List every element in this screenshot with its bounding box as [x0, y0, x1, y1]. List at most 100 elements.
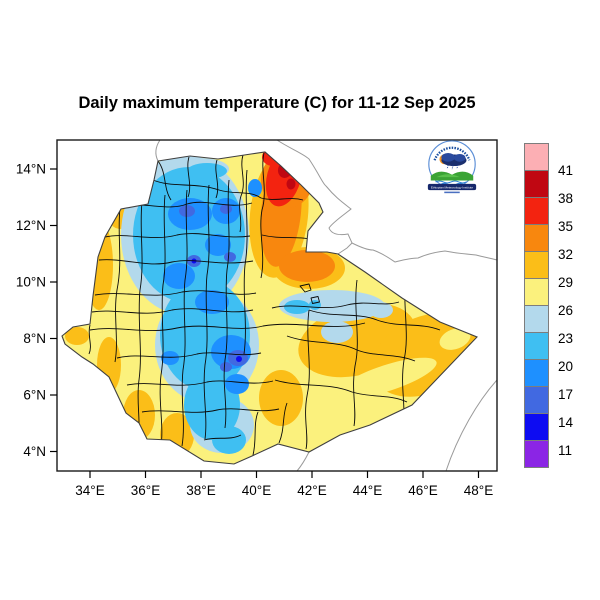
zone-boundary-line: [98, 259, 254, 265]
zone-boundary-line: [116, 352, 262, 359]
legend-tick-label: 14: [558, 415, 574, 430]
zone-boundary-line: [252, 411, 259, 456]
legend-tick-label: 38: [558, 191, 574, 206]
temperature-map-canvas: 34°E 36°E 38°E 40°E 42°E 44°E 46°E 48°E 14°N 12°N…: [16, 139, 498, 498]
temperature-blob: [286, 178, 296, 190]
x-axis-tick-label: 44°E: [353, 483, 382, 498]
temperature-blob: [259, 370, 303, 426]
zone-boundary-line: [137, 201, 143, 435]
legend-tick-label: 11: [558, 443, 573, 458]
page-title: Daily maximum temperature (C) for 11-12 …: [78, 94, 476, 112]
zone-boundary-line: [126, 380, 274, 386]
zone-boundary-line: [203, 184, 210, 440]
zone-boundary-line: [305, 309, 310, 450]
zone-boundary-line: [278, 402, 288, 444]
legend-swatch: [524, 170, 549, 198]
temperature-blob: [179, 205, 195, 217]
y-axis-tick-label: 6°N: [23, 388, 46, 403]
legend-tick-label: 17: [558, 387, 574, 402]
zone-boundary-line: [260, 152, 265, 279]
country-border-line: [445, 379, 498, 472]
zone-boundary-line: [271, 301, 400, 309]
temperature-blob: [321, 321, 353, 343]
temperature-blob: [279, 250, 335, 282]
y-axis-tick-label: 8°N: [23, 331, 46, 346]
x-axis-tick-label: 40°E: [242, 483, 271, 498]
color-scale-legend: 41 38 35 32 29 26 23 20 17 14 11: [524, 143, 573, 468]
temperature-blob: [236, 356, 242, 362]
legend-swatch: [524, 278, 549, 306]
temperature-blob: [195, 290, 229, 314]
temperature-blob: [97, 337, 121, 393]
zone-boundary-line: [215, 159, 219, 199]
legend-swatch: [524, 413, 549, 441]
temperature-blob: [220, 204, 232, 214]
ethiopia-outline: [61, 151, 478, 465]
x-axis-tick-label: 42°E: [297, 483, 326, 498]
hills-icon: [436, 174, 460, 178]
logo-banner-text: Ethiopian Meteorology Institute: [431, 186, 474, 190]
temperature-blob: [163, 263, 195, 289]
country-border-line: [155, 139, 161, 162]
zone-boundary-line: [274, 379, 408, 403]
zone-boundary-line: [94, 290, 257, 296]
temperature-blob: [187, 163, 227, 179]
legend-tick-label: 29: [558, 275, 574, 290]
temperature-blob: [220, 362, 232, 372]
zone-boundary-line: [152, 179, 262, 199]
zone-boundary-line: [114, 207, 121, 363]
y-axis-tick-label: 4°N: [23, 444, 46, 459]
x-axis-tick-label: 34°E: [75, 483, 104, 498]
zone-boundary-line: [181, 189, 188, 447]
x-axis-tick-label: 38°E: [186, 483, 215, 498]
zone-boundary-line: [157, 160, 172, 201]
zone-boundary-line: [89, 322, 366, 332]
legend-tick-label: 26: [558, 303, 574, 318]
legend-swatch: [524, 359, 549, 387]
legend-tick-label: 32: [558, 247, 574, 262]
plot-frame: [56, 139, 498, 472]
legend-swatch: [524, 197, 549, 225]
x-axis-tick-label: 48°E: [464, 483, 493, 498]
country-border-line: [337, 242, 353, 255]
temperature-blob: [224, 252, 236, 262]
cloud-icon: [453, 153, 466, 162]
legend-swatch: [524, 251, 549, 279]
cloud-icon: [441, 153, 455, 162]
y-axis-tick-label: 10°N: [16, 275, 46, 290]
temperature-blob: [279, 290, 385, 322]
temperature-blob: [225, 374, 249, 394]
legend-swatch: [524, 143, 549, 171]
ethiopian-meteorology-institute-logo: Ethiopian Meteorology Institute: [427, 140, 477, 194]
x-axis-tick-label: 46°E: [408, 483, 437, 498]
legend-swatches: [524, 143, 549, 468]
zone-boundary-line: [203, 434, 242, 441]
legend-tick-label: 35: [558, 219, 574, 234]
temperature-blob: [205, 234, 231, 256]
country-border-line: [276, 139, 498, 263]
temperature-blob: [65, 327, 89, 345]
legend-tick-label: 20: [558, 359, 574, 374]
temperature-blob: [133, 167, 245, 303]
zone-boundary-line: [104, 233, 251, 238]
legend-tick-label: 23: [558, 331, 574, 346]
legend-swatch: [524, 440, 549, 468]
logo-footer-mark: [444, 191, 460, 194]
zone-boundary-line: [308, 309, 441, 331]
logo-banner: [427, 183, 477, 191]
temperature-blob: [337, 357, 437, 399]
logo-arc-text: [433, 146, 471, 161]
zone-boundary-line: [243, 169, 248, 355]
legend-swatch: [524, 386, 549, 414]
temperature-blob: [248, 179, 262, 197]
zone-boundary-line: [91, 308, 254, 314]
zone-boundary-line: [88, 324, 91, 355]
y-axis-tick-label: 14°N: [16, 162, 46, 177]
temperature-blob: [284, 300, 310, 314]
zone-boundary-line: [310, 296, 320, 304]
zone-boundary-line: [353, 279, 358, 427]
temperature-blob: [439, 328, 471, 350]
rain-icon: [446, 164, 459, 170]
zone-boundary-line: [299, 283, 312, 293]
y-axis-tick-label: 12°N: [16, 218, 46, 233]
